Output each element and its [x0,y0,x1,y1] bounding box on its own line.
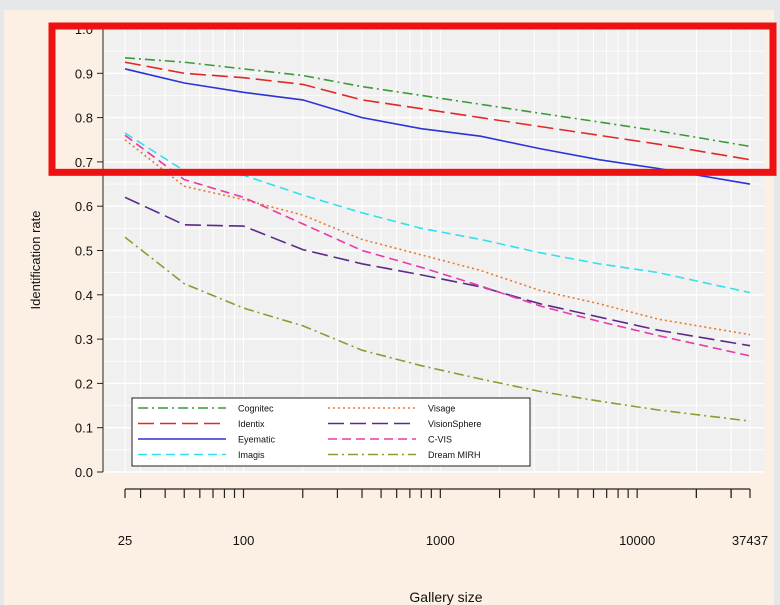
y-axis-label: Identification rate [28,210,43,309]
series-line [124,139,751,336]
legend-label: Visage [428,404,455,414]
x-tick-label: 1000 [426,533,455,548]
y-tick-label: 0.4 [75,288,93,303]
legend-label: Eyematic [238,435,276,445]
legend-label: Cognitec [238,404,274,414]
series-line [124,236,751,422]
highlight-box [48,22,777,176]
y-tick-label: 0.0 [75,465,93,480]
legend-label: C-VIS [428,435,452,445]
series-line [124,61,751,161]
y-tick-label: 0.5 [75,244,93,259]
x-tick-label: 10000 [619,533,655,548]
y-tick-label: 0.9 [75,66,93,81]
x-tick-label: 25 [118,533,132,548]
y-tick-label: 0.2 [75,376,93,391]
legend: Cognitec Identix Eyematic Imagis Visage Visio… [131,397,531,467]
legend-label: Imagis [238,450,265,460]
x-tick-label: 100 [233,533,255,548]
y-tick-label: 0.1 [75,421,93,436]
y-tick-label: 0.6 [75,199,93,214]
x-tick-label: 37437 [732,533,768,548]
x-axis-label: Gallery size [409,589,482,605]
highlight-rectangle [48,22,777,176]
series-line [124,134,751,357]
legend-label: VisionSphere [428,419,481,429]
series-line [124,68,751,185]
y-axis: 0.00.10.20.30.40.50.60.70.80.91.0 [75,22,104,480]
series-line [124,132,751,294]
legend-label: Dream MIRH [428,450,481,460]
y-tick-label: 0.8 [75,111,93,126]
legend-label: Identix [238,419,265,429]
x-axis: 25 100 1000 10000 37437 [118,488,768,548]
y-tick-label: 0.3 [75,332,93,347]
series-line [124,196,751,347]
series-lines [124,57,751,422]
y-tick-label: 0.7 [75,155,93,170]
